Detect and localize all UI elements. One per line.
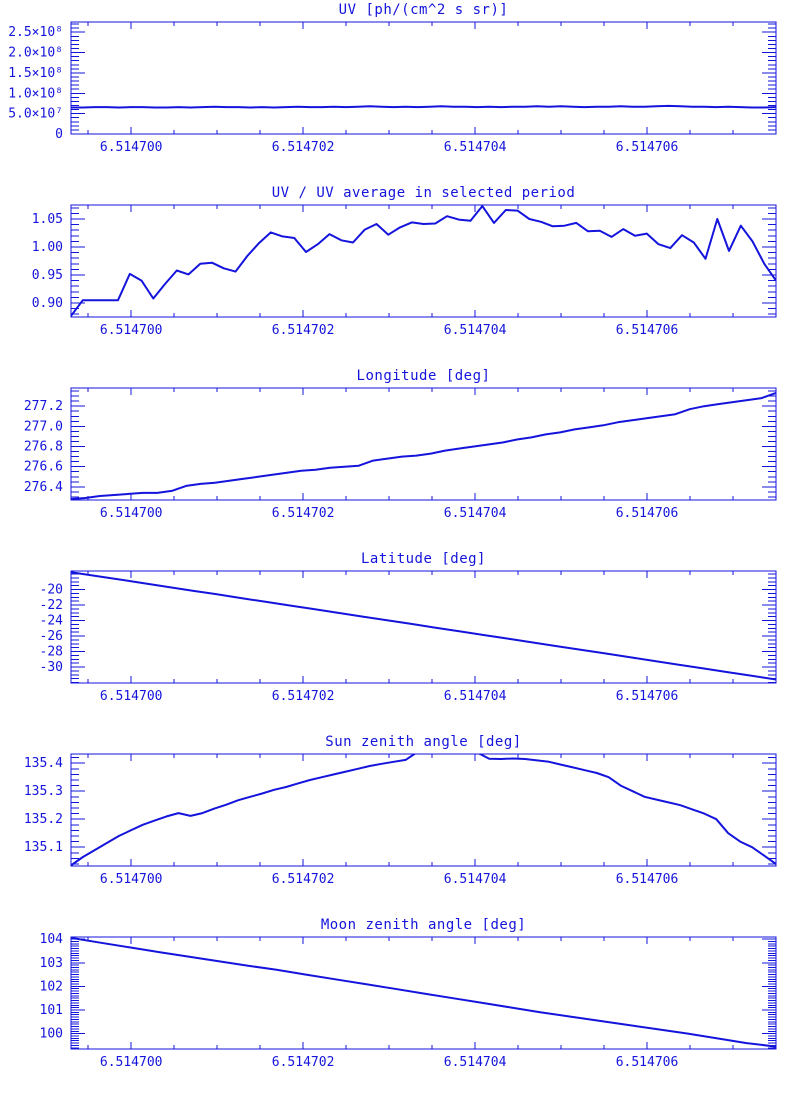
chart-longitude-title: Longitude [deg] (356, 368, 491, 384)
y-tick-label: 102 (40, 979, 63, 994)
x-tick-label: 6.514702 (272, 872, 335, 887)
y-tick-label: 276.4 (24, 480, 63, 495)
x-tick-label: 6.514704 (444, 323, 507, 338)
y-tick-label: 0.90 (32, 296, 63, 311)
chart-moon-zenith-title: Moon zenith angle [deg] (320, 917, 527, 933)
plot-frame (70, 570, 777, 684)
y-tick-label: 0.95 (32, 268, 63, 283)
y-tick-label: 101 (40, 1003, 63, 1018)
chart-latitude-title: Latitude [deg] (360, 551, 486, 567)
data-line-latitude (71, 571, 776, 681)
y-tick-label: 1.5×10⁸ (8, 66, 63, 81)
y-tick-label: 104 (40, 932, 64, 947)
y-tick-label: 135.3 (24, 784, 63, 799)
y-tick-label: -22 (40, 598, 63, 613)
x-tick-label: 6.514706 (616, 140, 679, 155)
y-tick-label: 5.0×10⁷ (8, 107, 63, 122)
chart-canvas-uv: 6.514700 6.514702 6.514704 6.514706 0 5.0×10⁷… (8, 21, 777, 155)
y-tick-label: 100 (40, 1027, 63, 1042)
chart-latitude: Latitude [deg] 6.514700 6.514702 6.514704 6… (0, 549, 800, 732)
y-tick-label: -20 (40, 583, 63, 598)
data-line-uv-ratio (71, 205, 776, 317)
plot-frame (70, 753, 777, 867)
x-tick-label: 6.514706 (616, 689, 679, 704)
plot-frame (70, 21, 777, 135)
x-tick-label: 6.514702 (272, 323, 335, 338)
y-tick-label: 277.0 (24, 419, 63, 434)
x-tick-label: 6.514700 (100, 689, 163, 704)
chart-uv-ratio-title: UV / UV average in selected period (271, 185, 576, 201)
y-tick-label: 135.2 (24, 812, 63, 827)
y-tick-label: 277.2 (24, 399, 63, 414)
chart-canvas-latitude: 6.514700 6.514702 6.514704 6.514706-30-28-2… (40, 570, 777, 704)
chart-longitude: Longitude [deg] 6.514700 6.514702 6.514704… (0, 366, 800, 549)
y-tick-label: 276.6 (24, 460, 63, 475)
y-tick-label: -26 (40, 629, 63, 644)
x-tick-label: 6.514702 (272, 140, 335, 155)
y-tick-label: -24 (40, 614, 64, 629)
x-tick-label: 6.514704 (444, 872, 507, 887)
y-tick-label: 1.00 (32, 240, 63, 255)
x-tick-label: 6.514702 (272, 689, 335, 704)
y-tick-label: 2.0×10⁸ (8, 46, 63, 61)
x-tick-label: 6.514706 (616, 323, 679, 338)
chart-sun-zenith-title: Sun zenith angle [deg] (325, 734, 522, 750)
chart-canvas-sun-zenith: 6.514700 6.514702 6.514704 6.514706 135.1 135… (24, 753, 777, 887)
chart-uv: UV [ph/(cm^2 s sr)] 6.514700 6.514702 6.51… (0, 0, 800, 183)
chart-canvas-moon-zenith: 6.514700 6.514702 6.514704 6.514706 100 101 10… (40, 932, 777, 1070)
y-tick-label: 135.4 (24, 756, 63, 771)
data-line-sun-zenith (71, 753, 776, 867)
x-tick-label: 6.514700 (100, 323, 163, 338)
data-line-uv (71, 104, 776, 109)
chart-sun-zenith: Sun zenith angle [deg] 6.514700 6.514702 6… (0, 732, 800, 915)
y-tick-label: 1.05 (32, 212, 63, 227)
x-tick-label: 6.514706 (616, 1055, 679, 1070)
x-tick-label: 6.514700 (100, 140, 163, 155)
y-tick-label: 0 (55, 127, 63, 142)
x-tick-label: 6.514704 (444, 689, 507, 704)
y-tick-label: -30 (40, 660, 63, 675)
x-tick-label: 6.514704 (444, 140, 507, 155)
x-tick-label: 6.514702 (272, 506, 335, 521)
x-tick-label: 6.514700 (100, 506, 163, 521)
x-tick-label: 6.514700 (100, 872, 163, 887)
y-tick-label: -28 (40, 645, 63, 660)
x-tick-label: 6.514704 (444, 1055, 507, 1070)
y-tick-label: 2.5×10⁸ (8, 25, 63, 40)
chart-moon-zenith: Moon zenith angle [deg] 6.514700 6.514702… (0, 915, 800, 1098)
x-tick-label: 6.514700 (100, 1055, 163, 1070)
x-tick-label: 6.514706 (616, 506, 679, 521)
y-tick-label: 276.8 (24, 440, 63, 455)
y-tick-label: 135.1 (24, 840, 63, 855)
chart-uv-ratio: UV / UV average in selected period 6.514… (0, 183, 800, 366)
data-line-moon-zenith (71, 936, 776, 1048)
x-tick-label: 6.514704 (444, 506, 507, 521)
plot-frame (70, 387, 777, 501)
x-tick-label: 6.514702 (272, 1055, 335, 1070)
x-tick-label: 6.514706 (616, 872, 679, 887)
chart-uv-title: UV [ph/(cm^2 s sr)] (338, 2, 509, 18)
chart-canvas-longitude: 6.514700 6.514702 6.514704 6.514706 276.4 276… (24, 387, 777, 521)
y-tick-label: 103 (40, 956, 63, 971)
y-tick-label: 1.0×10⁸ (8, 86, 63, 101)
chart-canvas-uv-ratio: 6.514700 6.514702 6.514704 6.514706 0.90 0.95… (32, 204, 777, 338)
plot-frame (70, 204, 777, 318)
data-line-longitude (71, 392, 776, 500)
